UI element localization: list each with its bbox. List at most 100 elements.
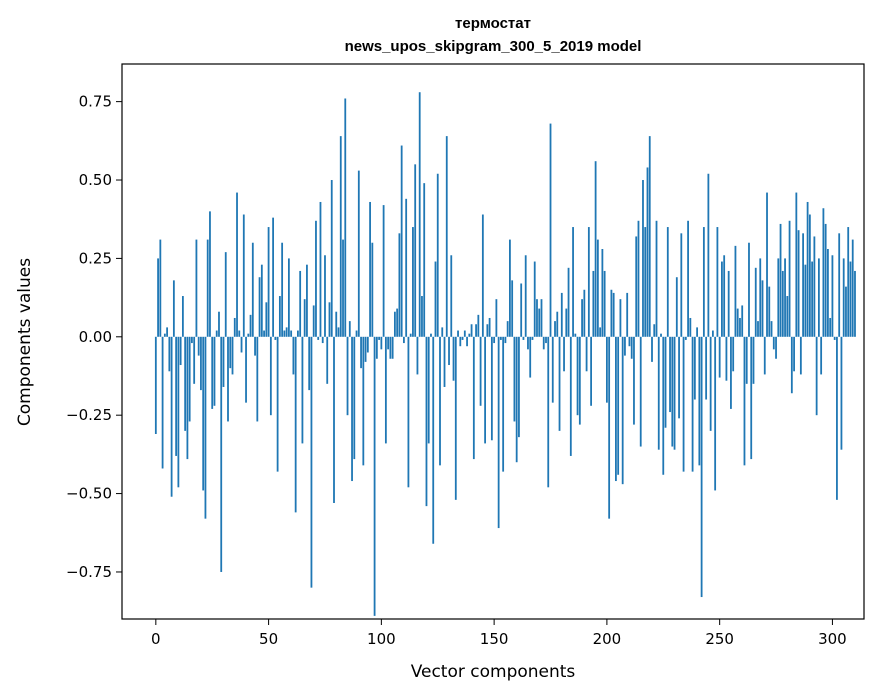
bar: [664, 336, 667, 428]
x-tick-label: 0: [151, 630, 161, 648]
bar: [177, 336, 180, 488]
bar: [660, 333, 662, 337]
bar: [754, 267, 757, 337]
bar: [369, 201, 371, 337]
bar: [578, 336, 581, 425]
bar: [635, 236, 638, 337]
bar: [209, 211, 211, 337]
bar: [366, 336, 369, 353]
bar: [705, 336, 708, 400]
bar: [752, 336, 755, 384]
bar: [624, 336, 626, 356]
bar: [691, 336, 694, 472]
bar: [161, 336, 164, 469]
bar: [200, 336, 202, 391]
bar: [168, 336, 171, 372]
bar: [362, 336, 365, 466]
bar: [721, 261, 723, 337]
bar: [297, 330, 299, 337]
bar: [775, 336, 777, 359]
bar: [599, 327, 602, 337]
bar: [432, 336, 435, 544]
x-tick-label: 300: [818, 630, 847, 648]
bar: [218, 311, 220, 337]
bar: [840, 336, 843, 450]
bar: [506, 321, 509, 337]
bar: [154, 336, 157, 434]
bar: [642, 180, 644, 337]
bar: [761, 280, 764, 337]
bar: [204, 336, 207, 519]
bar: [515, 336, 518, 463]
bar: [375, 336, 378, 359]
bar: [301, 336, 304, 444]
bar: [655, 220, 658, 337]
bar: [231, 336, 234, 375]
bar: [572, 227, 574, 337]
bar: [421, 296, 423, 337]
x-tick-label: 50: [259, 630, 278, 648]
bar: [184, 336, 187, 431]
bar: [633, 336, 635, 425]
bar: [551, 336, 554, 403]
bar: [448, 336, 450, 366]
bar: [400, 145, 403, 337]
bar: [854, 270, 856, 337]
bar: [502, 336, 505, 472]
bar: [788, 220, 791, 337]
bar: [563, 336, 565, 372]
bar: [757, 321, 759, 337]
bar: [820, 336, 823, 375]
bar: [698, 336, 701, 466]
bar: [396, 308, 399, 337]
bar: [842, 258, 845, 337]
bar: [484, 336, 486, 444]
bar: [709, 336, 712, 431]
bar: [306, 264, 308, 337]
bar: [522, 336, 525, 340]
bar: [592, 270, 595, 337]
bar: [382, 205, 385, 337]
x-axis-ticks: 0 50 100 150 200 250 300: [151, 619, 847, 648]
bar: [263, 330, 265, 337]
bar: [615, 336, 617, 482]
bar: [299, 270, 302, 337]
bar: [815, 336, 818, 416]
bar: [727, 270, 730, 337]
bar: [472, 336, 475, 460]
bar: [590, 336, 592, 406]
bar: [766, 192, 768, 337]
bar: [290, 330, 293, 337]
bar: [626, 292, 629, 337]
bar: [213, 336, 216, 406]
bar: [249, 314, 252, 337]
bar: [287, 258, 290, 337]
bar: [529, 336, 532, 378]
bar: [315, 220, 317, 337]
bar: [777, 258, 780, 337]
bar: [802, 233, 804, 337]
bar: [470, 324, 473, 337]
bar: [222, 336, 225, 387]
bar: [612, 292, 615, 337]
bar: [770, 321, 773, 337]
bar: [195, 239, 198, 337]
bar: [398, 233, 401, 337]
bar: [412, 227, 414, 337]
bar: [479, 336, 482, 406]
bar: [344, 98, 347, 337]
bar: [741, 305, 744, 337]
bar: [644, 227, 647, 337]
y-axis-label: Components values: [15, 258, 35, 426]
bar: [355, 330, 358, 337]
bar: [795, 192, 798, 337]
bar: [236, 192, 238, 337]
bar: [845, 286, 847, 337]
y-tick-label: −0.50: [66, 485, 112, 503]
bar: [466, 336, 468, 347]
bar: [186, 336, 189, 460]
bar: [542, 336, 545, 350]
bar: [414, 164, 417, 337]
bar: [653, 324, 656, 337]
bar: [292, 336, 295, 375]
